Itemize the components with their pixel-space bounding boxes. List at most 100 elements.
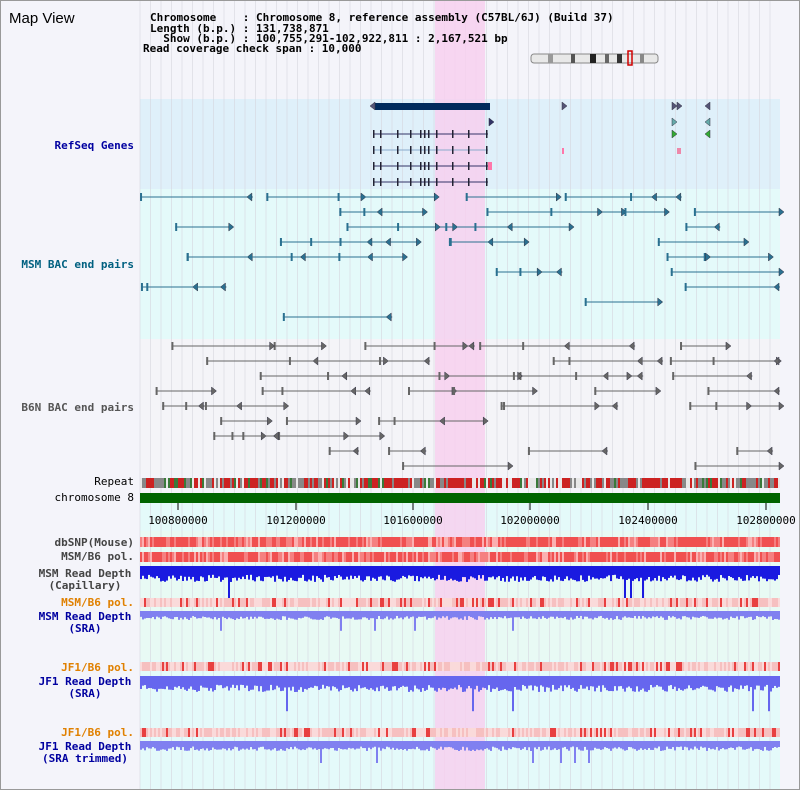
msm-cap-depth-bar — [754, 566, 756, 579]
jf1-trim-depth-bar — [480, 741, 482, 750]
dbsnp-cell — [180, 537, 182, 547]
dbsnp-cell — [716, 537, 718, 547]
msm-b6-pol-label-1[interactable]: MSM/B6 pol. — [61, 550, 134, 563]
jf1-b6-pol-label-1[interactable]: JF1/B6 pol. — [61, 661, 134, 674]
exon — [424, 178, 426, 186]
jf1-b6-pol-cell — [408, 662, 410, 671]
msm-b6-pol2-cell — [514, 598, 516, 607]
msm-cap-depth-bar — [734, 566, 736, 581]
dbsnp-cell — [200, 537, 202, 547]
msm-sra-depth-bar — [538, 611, 540, 618]
dbsnp-cell — [642, 537, 644, 547]
msm-cap-depth-bar — [770, 566, 772, 580]
msm-cap-depth-bar — [746, 566, 748, 576]
dbsnp-cell — [228, 537, 230, 547]
dbsnp-cell — [386, 537, 388, 547]
jf1-read-depth-sra-label[interactable]: JF1 Read Depth (SRA) — [38, 675, 132, 700]
msm-b6-pol2-cell — [600, 598, 602, 607]
repeat-segment — [720, 478, 722, 488]
jf1-b6-pol2-cell — [408, 728, 410, 737]
jf1-trim-depth-bar — [734, 741, 736, 750]
dbsnp-cell — [282, 537, 284, 547]
jf1-read-depth-trim-label[interactable]: JF1 Read Depth (SRA trimmed) — [38, 740, 132, 765]
exon — [468, 162, 470, 170]
jf1-trim-depth-bar — [530, 741, 532, 751]
msm-b6-pol-cell — [276, 552, 278, 562]
b6n-bac-end — [672, 372, 675, 380]
msm-read-depth-cap-label[interactable]: MSM Read Depth (Capillary) — [38, 567, 132, 592]
repeat-segment — [250, 478, 252, 488]
jf1-b6-pol2-cell — [364, 728, 366, 737]
msm-bac-track-label[interactable]: MSM BAC end pairs — [21, 258, 134, 271]
msm-b6-pol-cell — [230, 552, 232, 562]
msm-sra-depth-bar — [158, 611, 160, 618]
msm-b6-pol-cell — [504, 552, 506, 562]
msm-cap-depth-bar — [766, 566, 768, 582]
highlight-band[interactable] — [435, 0, 485, 790]
jf1-b6-pol2-cell — [394, 728, 396, 737]
dbsnp-cell — [232, 537, 234, 547]
repeat-segment — [484, 478, 486, 488]
msm-b6-pol2-cell — [296, 598, 298, 607]
repeat-segment — [706, 478, 708, 488]
jf1-b6-pol-cell — [566, 662, 568, 671]
dbsnp-cell — [604, 537, 606, 547]
msm-b6-pol2-cell — [166, 598, 168, 607]
jf1-b6-pol-cell — [218, 662, 220, 671]
msm-b6-pol-cell — [388, 552, 390, 562]
msm-sra-depth-bar — [294, 611, 296, 620]
msm-cap-depth-bar — [750, 566, 752, 578]
msm-b6-pol-cell — [710, 552, 712, 562]
jf1-b6-pol-cell — [644, 662, 646, 671]
jf1-b6-pol-cell — [698, 662, 700, 671]
jf1-b6-pol2-cell — [178, 728, 180, 737]
repeat-segment — [316, 478, 318, 488]
jf1-sra-depth-bar — [766, 676, 768, 685]
msm-cap-depth-bar — [402, 566, 404, 576]
msm-read-depth-sra-label[interactable]: MSM Read Depth (SRA) — [38, 610, 132, 635]
refseq-track-label[interactable]: RefSeq Genes — [54, 139, 134, 152]
msm-cap-depth-bar — [658, 566, 660, 576]
msm-cap-depth-bar — [660, 566, 662, 582]
msm-sra-depth-bar — [182, 611, 184, 620]
dbsnp-label[interactable]: dbSNP(Mouse) — [54, 536, 134, 549]
msm-cap-depth-bar — [286, 566, 288, 582]
jf1-sra-depth-bar — [726, 676, 728, 692]
jf1-sra-depth-bar — [764, 676, 766, 687]
msm-b6-pol-label-2[interactable]: MSM/B6 pol. — [61, 596, 134, 609]
b6n-bac-track-label[interactable]: B6N BAC end pairs — [21, 401, 134, 414]
repeat-segment — [764, 478, 766, 488]
jf1-b6-pol-cell — [482, 662, 484, 671]
msm-b6-pol2-cell — [144, 598, 146, 607]
jf1-b6-pol-label-2[interactable]: JF1/B6 pol. — [61, 726, 134, 739]
dbsnp-cell — [674, 537, 676, 547]
jf1-sra-depth-bar — [454, 676, 456, 688]
jf1-b6-pol2-cell — [314, 728, 316, 737]
chromosome-ideogram[interactable] — [530, 50, 659, 66]
msm-cap-depth-bar — [430, 566, 432, 579]
dbsnp-cell — [696, 537, 698, 547]
msm-cap-depth-bar — [224, 566, 226, 578]
jf1-b6-pol-cell — [558, 662, 560, 671]
msm-b6-pol-cell — [582, 552, 584, 562]
jf1-trim-depth-bar — [332, 741, 334, 748]
dbsnp-cell — [324, 537, 326, 547]
msm-b6-pol-cell — [172, 552, 174, 562]
jf1-b6-pol2-cell — [522, 728, 524, 737]
msm-b6-pol-cell — [378, 552, 380, 562]
dbsnp-cell — [724, 537, 726, 547]
msm-b6-pol2-cell — [384, 598, 386, 607]
jf1-sra-depth-bar — [162, 676, 164, 689]
msm-b6-pol-cell — [408, 552, 410, 562]
msm-sra-depth-bar — [766, 611, 768, 619]
jf1-b6-pol-cell — [376, 662, 378, 671]
exon — [380, 130, 382, 138]
msm-sra-depth-bar — [432, 611, 434, 618]
jf1-trim-depth-bar — [420, 741, 422, 751]
msm-sra-depth-bar — [196, 611, 198, 619]
jf1-b6-pol2-cell — [210, 728, 212, 737]
jf1-b6-pol-cell — [254, 662, 256, 671]
jf1-b6-pol-cell — [446, 662, 448, 671]
jf1-b6-pol2-cell — [266, 728, 268, 737]
